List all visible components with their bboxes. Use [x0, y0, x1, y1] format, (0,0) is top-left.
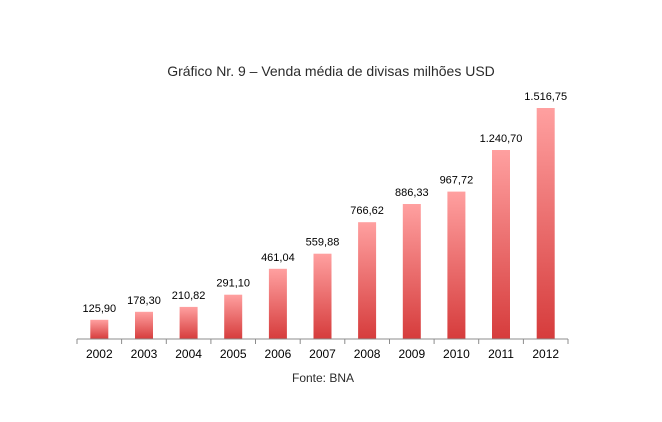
x-tick-label-2005: 2005 [220, 347, 247, 361]
bar-2012 [536, 108, 555, 339]
bars-layer [90, 108, 555, 339]
bar-2003 [135, 311, 153, 339]
x-tick-label-2003: 2003 [131, 347, 158, 361]
value-label-2003: 178,30 [127, 295, 161, 307]
x-tick-label-2006: 2006 [265, 347, 292, 361]
chart-title: Gráfico Nr. 9 – Venda média de divisas m… [167, 63, 495, 79]
x-tick-label-2012: 2012 [532, 347, 559, 361]
bar-2007 [313, 253, 332, 339]
x-tick-label-2008: 2008 [354, 347, 381, 361]
value-label-2006: 461,04 [261, 252, 295, 264]
value-label-2005: 291,10 [216, 278, 250, 290]
value-label-2002: 125,90 [82, 303, 116, 315]
value-label-2009: 886,33 [395, 187, 429, 199]
x-tick-label-2007: 2007 [309, 347, 336, 361]
bar-2005 [224, 294, 243, 339]
value-label-2012: 1.516,75 [524, 91, 567, 103]
x-tick-label-2004: 2004 [175, 347, 202, 361]
bar-2008 [358, 222, 377, 339]
x-tick-label-2002: 2002 [86, 347, 113, 361]
value-label-2008: 766,62 [350, 205, 384, 217]
chart-source: Fonte: BNA [291, 371, 355, 385]
bar-2006 [268, 268, 287, 339]
bar-2002 [90, 319, 109, 339]
x-axis: 2002 2003 2004 2005 2006 2007 2008 2009 2010 2011… [76, 338, 569, 361]
bar-2004 [179, 306, 198, 339]
x-tick-label-2009: 2009 [398, 347, 425, 361]
value-labels-layer: 125,90 178,30 210,82 291,10 461,04 559,88 766,… [82, 91, 567, 315]
x-tick-label-2011: 2011 [488, 347, 514, 361]
value-label-2011: 1.240,70 [480, 133, 523, 145]
value-label-2007: 559,88 [306, 237, 340, 249]
bar-2009 [402, 204, 421, 339]
value-label-2010: 967,72 [440, 175, 474, 187]
bar-2011 [492, 150, 510, 339]
bar-2010 [447, 191, 466, 339]
value-label-2004: 210,82 [172, 290, 206, 302]
x-tick-label-2010: 2010 [443, 347, 470, 361]
